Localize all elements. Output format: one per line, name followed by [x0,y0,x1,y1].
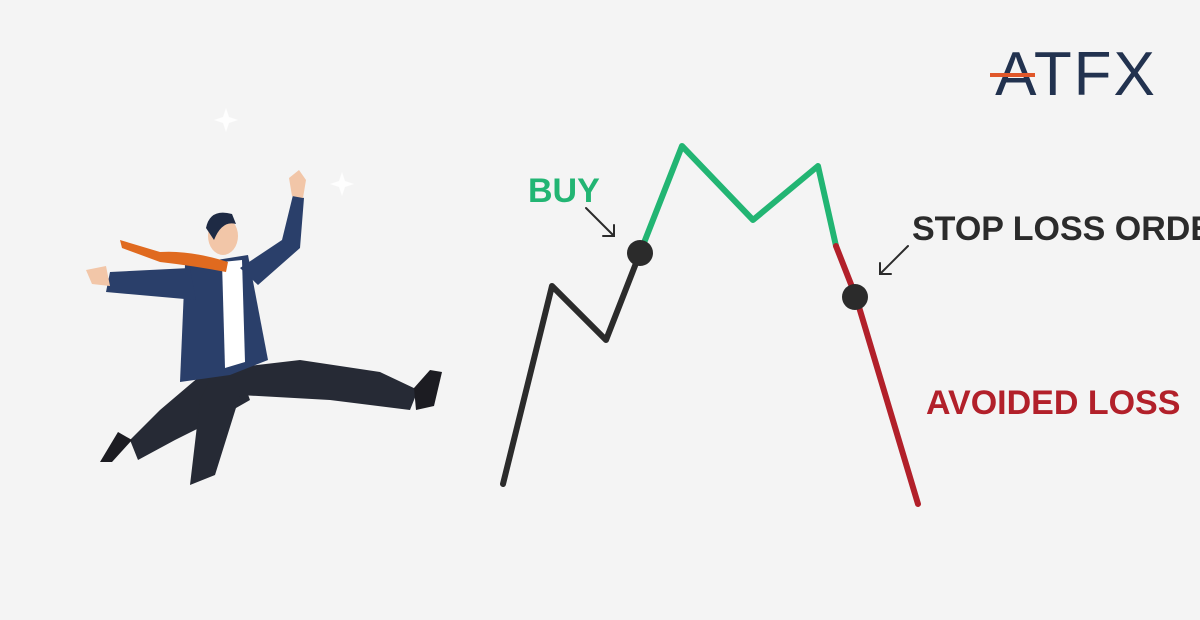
front-leg [190,360,418,485]
jumping-businessman [86,170,442,485]
raised-arm [240,195,304,285]
stop-loss-arrow-icon [879,245,909,275]
back-shoe [100,432,132,462]
hair [206,212,236,240]
buy-label: BUY [528,172,600,210]
stop-loss-label: STOP LOSS ORDER [912,210,1200,248]
sparkle-icon [330,172,354,196]
outstretched-hand [86,266,110,286]
buy-marker [627,240,653,266]
buy-arrow-icon [585,207,615,237]
stop-loss-marker [842,284,868,310]
avoided-loss-label: AVOIDED LOSS [926,384,1180,422]
raised-hand [289,170,306,198]
tie [120,240,228,272]
sparkle-icon [214,108,238,132]
atfx-logo: ATFX [990,40,1155,109]
sparkles [214,108,354,196]
price-line-before-buy [500,250,643,487]
front-shoe [414,370,442,410]
outstretched-arm [106,268,196,300]
shirt [222,260,245,368]
price-line-after-stop [833,243,921,507]
price-chart [500,143,921,507]
price-line-after-buy [637,143,839,256]
